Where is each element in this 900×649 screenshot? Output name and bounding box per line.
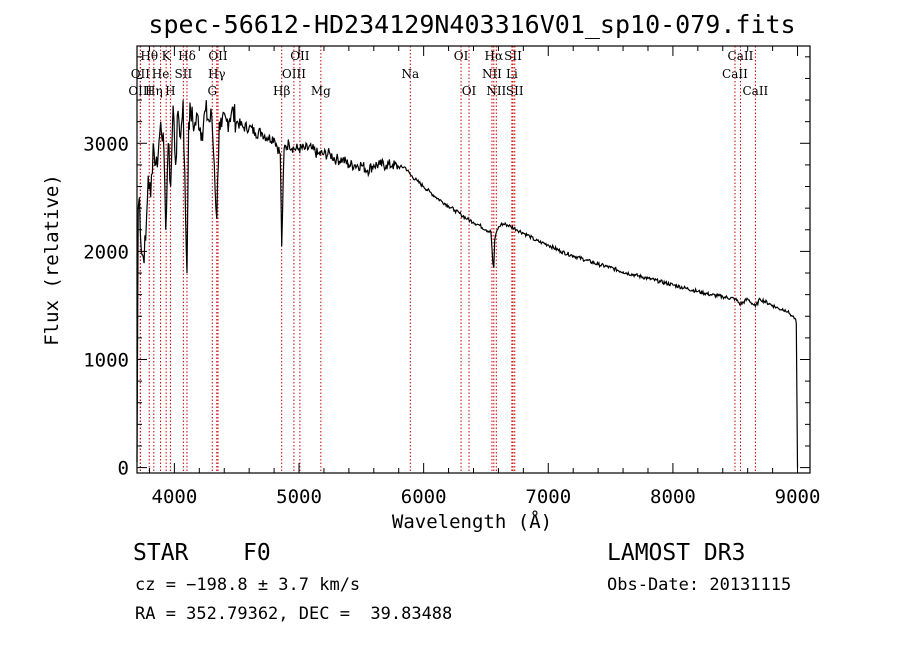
coordinates: RA = 352.79362, DEC = 39.83488 <box>135 604 453 624</box>
spectral-label-14: Na <box>401 67 419 81</box>
spectral-label-4: OII <box>290 49 310 63</box>
spectral-label-13: OIII <box>282 67 306 81</box>
chart-title: spec-56612-HD234129N403316V01_sp10-079.f… <box>148 10 795 39</box>
spectral-label-25: NII <box>486 84 506 98</box>
flux-series-line <box>136 100 799 468</box>
spectral-label-18: OIII <box>128 84 152 98</box>
observation-date: Obs-Date: 20131115 <box>607 575 792 595</box>
x-tick-label-2: 6000 <box>401 486 447 508</box>
spectral-label-27: CaII <box>742 84 768 98</box>
object-class: STAR <box>133 540 189 566</box>
y-tick-label-2: 2000 <box>83 241 129 263</box>
x-tick-label-0: 4000 <box>152 486 198 508</box>
x-tick-label-3: 7000 <box>525 486 571 508</box>
spectral-label-2: Hδ <box>178 49 196 63</box>
spectral-label-12: Hγ <box>208 67 226 81</box>
plot-frame <box>136 45 811 474</box>
spectral-label-23: Mg <box>311 84 331 98</box>
spectral-label-3: OII <box>208 49 228 63</box>
x-tick-label-4: 8000 <box>650 486 696 508</box>
spectral-label-1: K <box>162 49 172 63</box>
spectral-label-5: OI <box>454 49 469 63</box>
spectral-label-6: Hα <box>485 49 504 63</box>
x-axis-ticks: 4000 5000 6000 7000 8000 9000 <box>148 46 821 508</box>
spectral-label-7: SII <box>504 49 522 63</box>
spectral-label-11: SII <box>175 67 193 81</box>
y-axis-label: Flux (relative) <box>41 174 63 346</box>
x-tick-label-5: 9000 <box>775 486 821 508</box>
y-tick-label-1: 1000 <box>83 349 129 371</box>
x-tick-label-1: 5000 <box>276 486 322 508</box>
spectral-line-markers <box>139 46 756 473</box>
spectral-label-8: CaII <box>728 49 754 63</box>
spectral-label-17: CaII <box>722 67 748 81</box>
y-tick-label-0: 0 <box>118 458 129 480</box>
spectral-label-20: H <box>165 84 175 98</box>
spectral-label-26: SII <box>506 84 524 98</box>
spectral-label-24: OI <box>462 84 477 98</box>
spectral-label-22: Hβ <box>273 84 290 98</box>
y-axis-ticks: 0 1000 2000 3000 <box>83 56 810 480</box>
spectral-label-21: G <box>207 84 217 98</box>
y-tick-label-3: 3000 <box>83 133 129 155</box>
spectral-label-10: He <box>152 67 170 81</box>
spectral-label-0: Hθ <box>140 49 158 63</box>
spectral-label-15: NII <box>482 67 502 81</box>
survey-name: LAMOST DR3 <box>607 540 746 566</box>
spectral-label-19: Hη <box>145 84 163 98</box>
object-subclass: F0 <box>243 540 271 566</box>
redshift-value: cz = −198.8 ± 3.7 km/s <box>135 575 361 595</box>
x-axis-label: Wavelength (Å) <box>392 510 552 533</box>
spectral-label-16: Li <box>506 67 518 81</box>
spectral-label-9: OII <box>131 67 151 81</box>
